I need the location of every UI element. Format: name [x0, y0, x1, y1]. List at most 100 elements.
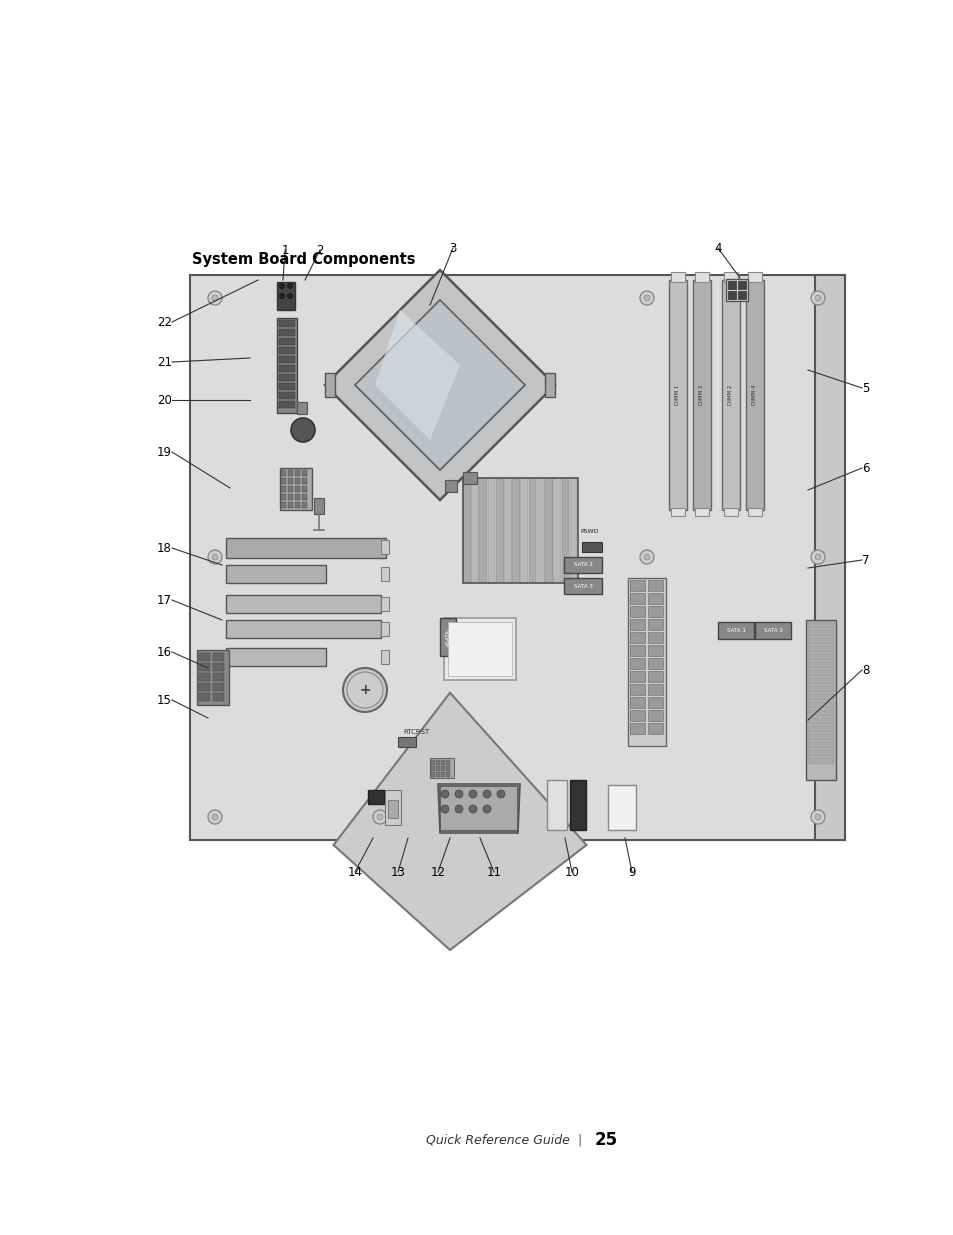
- Bar: [569, 781, 585, 830]
- Bar: [629, 697, 644, 708]
- Bar: [294, 487, 299, 492]
- Bar: [563, 557, 601, 573]
- Circle shape: [440, 805, 449, 813]
- Bar: [805, 620, 835, 781]
- Bar: [668, 280, 686, 510]
- Bar: [807, 685, 833, 692]
- Bar: [448, 622, 512, 676]
- Bar: [199, 663, 210, 671]
- Text: 16: 16: [157, 646, 172, 658]
- Bar: [294, 478, 299, 484]
- Text: 4: 4: [714, 242, 721, 254]
- Bar: [431, 760, 435, 764]
- Bar: [380, 622, 389, 636]
- Text: SATA 1: SATA 1: [726, 627, 744, 632]
- Bar: [380, 650, 389, 664]
- Bar: [745, 280, 763, 510]
- Bar: [692, 280, 710, 510]
- Text: 17: 17: [157, 594, 172, 606]
- Bar: [807, 622, 833, 629]
- Polygon shape: [375, 310, 459, 440]
- Bar: [199, 683, 210, 692]
- Bar: [380, 540, 389, 555]
- Bar: [302, 501, 307, 508]
- Text: 25: 25: [595, 1131, 618, 1149]
- Bar: [190, 275, 844, 840]
- Bar: [738, 291, 745, 299]
- Bar: [629, 710, 644, 721]
- Bar: [288, 494, 293, 500]
- Text: 15: 15: [157, 694, 172, 706]
- Bar: [226, 538, 386, 558]
- Circle shape: [643, 295, 649, 301]
- Bar: [276, 282, 294, 310]
- Text: 10: 10: [564, 866, 578, 878]
- Bar: [627, 578, 665, 746]
- Bar: [226, 595, 380, 613]
- Bar: [647, 710, 662, 721]
- Circle shape: [497, 790, 504, 798]
- Bar: [276, 317, 296, 412]
- Bar: [278, 320, 294, 327]
- Bar: [647, 722, 662, 734]
- Bar: [512, 478, 519, 583]
- Bar: [561, 478, 569, 583]
- Bar: [814, 275, 844, 840]
- Text: 2: 2: [315, 243, 323, 257]
- Bar: [581, 542, 601, 552]
- Bar: [380, 567, 389, 580]
- Bar: [278, 374, 294, 382]
- Bar: [440, 766, 444, 771]
- Circle shape: [455, 805, 462, 813]
- Bar: [226, 564, 326, 583]
- Bar: [397, 737, 416, 747]
- Circle shape: [810, 550, 824, 564]
- Circle shape: [482, 805, 491, 813]
- Text: PSWD: PSWD: [579, 529, 598, 534]
- Text: 12: 12: [430, 866, 445, 878]
- Bar: [280, 468, 312, 510]
- Bar: [430, 758, 454, 778]
- Text: SATA 0: SATA 0: [762, 627, 781, 632]
- Text: 9: 9: [628, 866, 635, 878]
- Bar: [440, 760, 444, 764]
- Bar: [807, 758, 833, 764]
- Text: 19: 19: [157, 446, 172, 458]
- Bar: [754, 622, 790, 638]
- Polygon shape: [355, 300, 524, 471]
- Polygon shape: [325, 270, 555, 500]
- Bar: [278, 347, 294, 354]
- Bar: [807, 718, 833, 724]
- Bar: [431, 766, 435, 771]
- Bar: [727, 291, 735, 299]
- Circle shape: [469, 805, 476, 813]
- Bar: [725, 279, 747, 301]
- Circle shape: [814, 555, 821, 559]
- Text: 1: 1: [281, 243, 289, 257]
- Bar: [807, 734, 833, 740]
- Bar: [647, 593, 662, 604]
- Polygon shape: [334, 693, 586, 950]
- Bar: [226, 620, 380, 638]
- Bar: [496, 478, 503, 583]
- Bar: [446, 772, 450, 777]
- Bar: [807, 662, 833, 668]
- Text: DIMM 4: DIMM 4: [752, 385, 757, 405]
- Bar: [520, 478, 528, 583]
- Bar: [607, 785, 636, 830]
- Circle shape: [212, 295, 218, 301]
- Text: +: +: [359, 683, 371, 697]
- Bar: [436, 772, 439, 777]
- Bar: [302, 471, 307, 475]
- Bar: [294, 494, 299, 500]
- Bar: [462, 472, 476, 484]
- Bar: [721, 280, 740, 510]
- Bar: [629, 580, 644, 592]
- Bar: [695, 508, 708, 516]
- Text: RTCRST: RTCRST: [402, 729, 429, 735]
- Bar: [629, 606, 644, 618]
- Circle shape: [287, 284, 293, 289]
- Bar: [747, 272, 761, 282]
- Bar: [807, 694, 833, 700]
- Circle shape: [639, 291, 654, 305]
